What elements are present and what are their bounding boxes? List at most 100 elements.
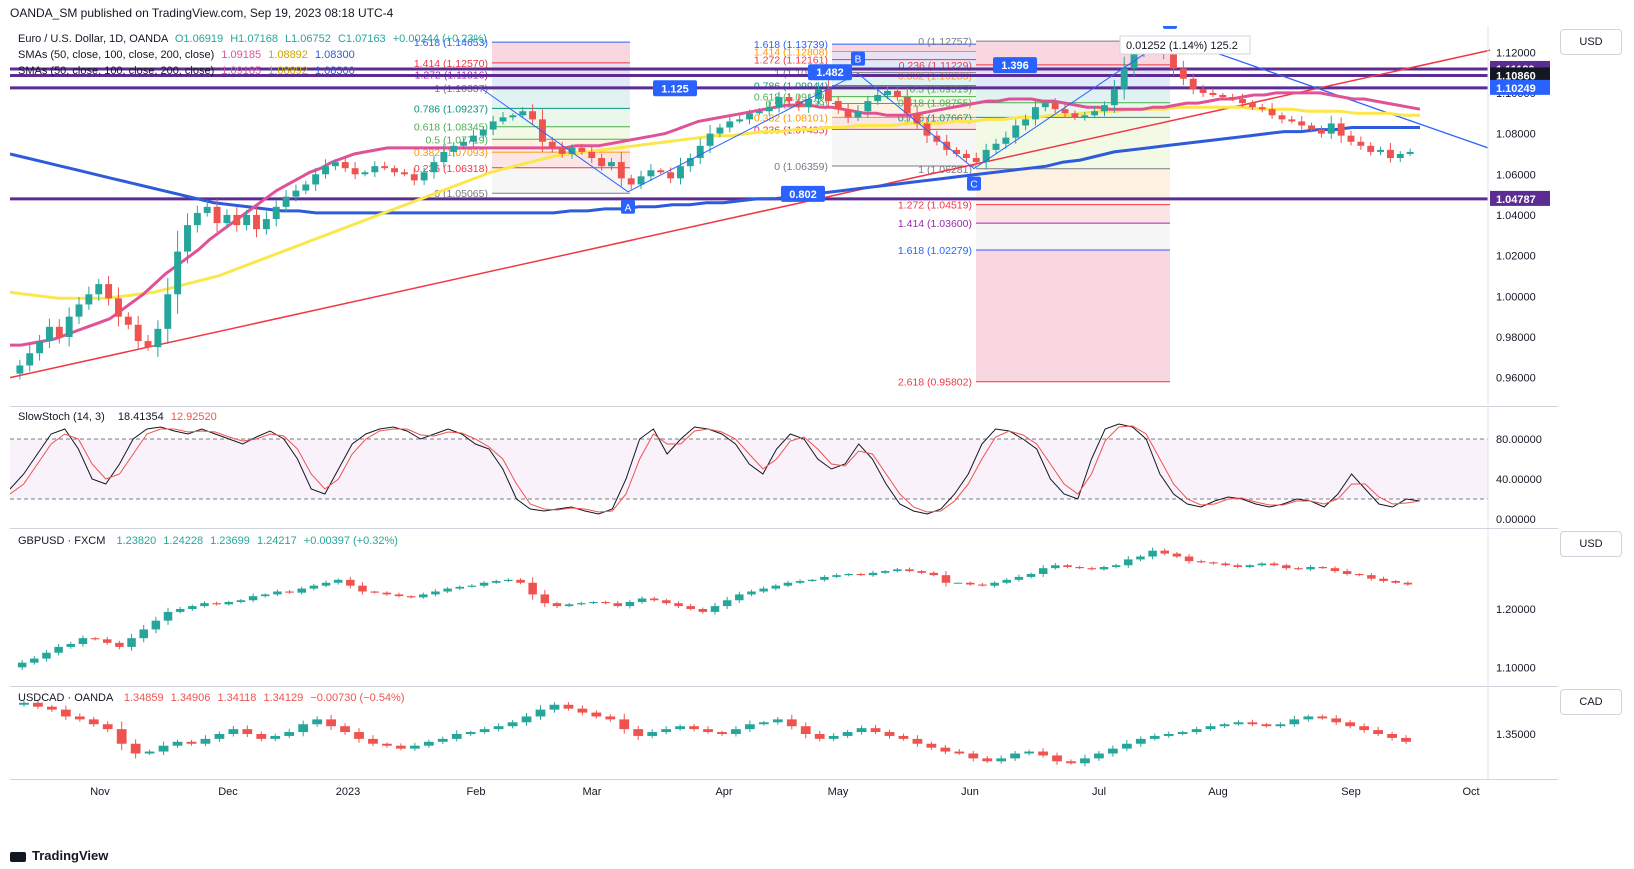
usdcad-candle xyxy=(1359,726,1370,731)
eurusd-candle xyxy=(647,170,655,177)
fib-level-label: 1.618 (1.13739) xyxy=(754,39,828,51)
eurusd-candle xyxy=(499,117,507,122)
main-chart-svg[interactable]: 1.618 (1.14653) 1.414 (1.12570) 1.272 (1.1… xyxy=(10,26,1558,404)
time-axis-svg[interactable]: Nov Dec 2023 Feb Mar Apr May Jun Jul Aug Sep Oct xyxy=(10,780,1558,802)
measure-box xyxy=(1119,35,1251,55)
usdcad-currency-button[interactable]: CAD xyxy=(1560,689,1622,715)
usdcad-candle xyxy=(563,704,574,709)
y-tick-label: 0.96000 xyxy=(1496,373,1536,385)
eurusd-candle xyxy=(1298,121,1306,126)
tradingview-brand[interactable]: TradingView xyxy=(10,848,108,863)
eurusd-candle xyxy=(568,147,576,154)
eurusd-candle xyxy=(440,151,448,163)
usdcad-candle xyxy=(19,702,29,705)
gbpusd-candle xyxy=(905,569,914,572)
usdcad-pane[interactable]: 1.35000 xyxy=(10,686,1558,779)
usdcad-close: 1.34129 xyxy=(263,692,304,704)
usdcad-candle xyxy=(242,729,253,734)
usdcad-candle xyxy=(340,726,350,733)
gbpusd-change: +0.00397 (+0.32%) xyxy=(303,535,398,547)
eurusd-candle xyxy=(16,365,24,374)
eurusd-candle xyxy=(864,101,872,112)
gbpusd-candle xyxy=(564,604,574,607)
usdcad-open: 1.34859 xyxy=(123,692,164,704)
usdcad-candle xyxy=(1275,724,1286,727)
gbpusd-candle xyxy=(1233,565,1242,567)
usdcad-candle xyxy=(731,729,741,734)
eurusd-candle xyxy=(26,353,34,366)
gbpusd-candle xyxy=(698,609,708,612)
usdcad-candle xyxy=(968,753,979,759)
fib-zone xyxy=(832,85,976,97)
gbpusd-candle xyxy=(1318,567,1328,569)
fib-level-label: 0.618 (1.08345) xyxy=(414,122,488,134)
eurusd-candle xyxy=(1199,88,1207,93)
gbpusd-candle xyxy=(1209,562,1218,564)
usdcad-candle xyxy=(382,743,392,746)
fib-level-label: 1.414 (1.12808) xyxy=(754,46,828,58)
stoch-chart-svg[interactable]: 80.00000 40.00000 0.00000 xyxy=(10,407,1558,527)
gbpusd-candle xyxy=(893,569,902,572)
stoch-pane[interactable]: 80.00000 40.00000 0.00000 xyxy=(10,406,1558,527)
usdcad-chart-svg[interactable]: 1.35000 xyxy=(10,687,1558,779)
price-tag-label: 1.10860 xyxy=(1496,70,1536,82)
eurusd-candle xyxy=(371,166,379,173)
x-tick-label: Mar xyxy=(583,786,602,798)
usdcad-candle xyxy=(465,732,476,734)
eurusd-candle xyxy=(509,115,517,118)
eurusd-candle xyxy=(124,316,132,325)
eurusd-candle xyxy=(272,206,280,220)
usdcad-legend: USDCAD · OANDA 1.34859 1.34906 1.34118 1… xyxy=(18,692,405,704)
gbpusd-candle xyxy=(1172,553,1182,557)
main-currency-button[interactable]: USD xyxy=(1560,29,1622,55)
wave-point-label: C xyxy=(970,180,977,191)
stoch-k-value: 18.41354 xyxy=(117,411,164,423)
time-axis[interactable]: Nov Dec 2023 Feb Mar Apr May Jun Jul Aug Sep Oct xyxy=(10,779,1558,802)
usdcad-candle xyxy=(1094,753,1104,759)
main-pane[interactable]: 1.618 (1.14653) 1.414 (1.12570) 1.272 (1.1… xyxy=(10,26,1558,404)
usdcad-candle xyxy=(870,728,881,733)
gbpusd-currency-button[interactable]: USD xyxy=(1560,531,1622,557)
stoch-label: SlowStoch (14, 3) xyxy=(18,411,105,423)
usdcad-candle xyxy=(814,734,825,739)
usdcad-candle xyxy=(144,751,155,754)
eurusd-candle xyxy=(75,304,83,317)
sma50-value: 1.09185 xyxy=(221,49,262,61)
eurusd-candle xyxy=(65,316,73,337)
eurusd-candle xyxy=(1219,94,1227,98)
eurusd-candle xyxy=(1061,109,1069,114)
wave-ratio-box xyxy=(653,80,697,97)
wave-ratio-box xyxy=(993,57,1037,74)
fib-level-label: 1.414 (1.12570) xyxy=(414,58,488,70)
eurusd-candle xyxy=(755,111,763,114)
gbpusd-candle xyxy=(321,582,331,586)
gbpusd-candle xyxy=(346,579,355,586)
gbpusd-candle xyxy=(42,652,51,659)
gbpusd-candle xyxy=(127,638,136,647)
gbpusd-candle xyxy=(297,588,306,593)
gbpusd-candle xyxy=(491,581,501,583)
gbpusd-candle xyxy=(856,574,866,576)
fib-level-label: 0.5 (1.07719) xyxy=(426,134,488,146)
eurusd-candle xyxy=(884,90,892,95)
wave-ratio-label: 1.482 xyxy=(816,67,844,79)
brand-text: TradingView xyxy=(32,848,109,863)
usdcad-candle xyxy=(1107,748,1118,754)
x-tick-label: Feb xyxy=(467,786,486,798)
eurusd-candle xyxy=(578,147,586,152)
usdcad-candle xyxy=(396,745,406,749)
price-tag-box xyxy=(1490,190,1550,206)
gbpusd-pane[interactable]: 1.20000 1.10000 xyxy=(10,528,1558,685)
eurusd-candle xyxy=(953,149,961,154)
usdcad-candle xyxy=(1121,743,1132,749)
gbpusd-chart-svg[interactable]: 1.20000 1.10000 xyxy=(10,529,1558,685)
usdcad-candle xyxy=(479,729,490,733)
usdcad-candle xyxy=(1191,729,1202,733)
usdcad-candle xyxy=(158,745,169,752)
eurusd-candle xyxy=(519,111,527,116)
gbpusd-candle xyxy=(953,582,963,584)
eurusd-candle xyxy=(992,143,1000,150)
usdcad-candle xyxy=(326,719,336,727)
eurusd-candle xyxy=(854,111,862,118)
usdcad-candle xyxy=(1177,732,1188,734)
